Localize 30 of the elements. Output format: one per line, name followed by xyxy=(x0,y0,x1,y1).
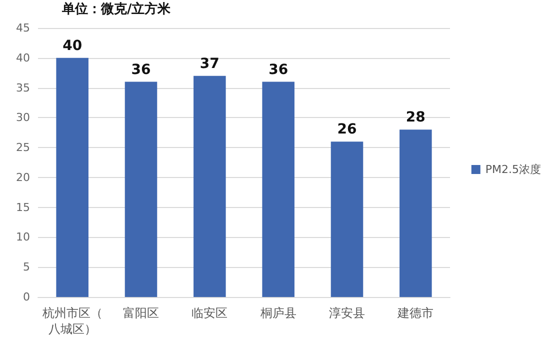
data-label: 40 xyxy=(62,38,82,54)
y-tick-label: 25 xyxy=(16,141,30,154)
data-label: 28 xyxy=(406,110,426,126)
x-tick-label: 建德市 xyxy=(396,306,434,320)
y-tick-label: 40 xyxy=(16,51,30,64)
bar xyxy=(330,142,364,297)
y-tick-label: 15 xyxy=(16,200,30,214)
text: 单位：微克/立方米 xyxy=(61,1,172,17)
bar xyxy=(194,76,226,297)
data-label: 36 xyxy=(131,62,151,78)
y-tick-label: 20 xyxy=(16,170,30,184)
y-tick-label: 10 xyxy=(16,230,30,244)
y-tick-label: 5 xyxy=(23,260,30,274)
y-tick-label: 30 xyxy=(16,111,30,124)
x-tick-label: 富阳区 xyxy=(123,306,159,320)
x-tick-label: 淳安县 xyxy=(329,306,365,320)
x-tick-label: 临安区 xyxy=(192,306,228,320)
bar xyxy=(56,58,88,297)
data-label: 26 xyxy=(337,122,357,138)
y-tick-label: 45 xyxy=(16,22,30,34)
bar xyxy=(262,82,294,297)
bar xyxy=(124,82,158,297)
x-tick-label: 桐庐县 xyxy=(259,306,296,320)
bar xyxy=(400,130,432,297)
data-label: 36 xyxy=(268,62,288,78)
legend-label: PM2.5浓度 xyxy=(485,163,542,176)
y-tick-label: 0 xyxy=(23,290,30,304)
x-tick-label: 杭州市区（八城区） xyxy=(41,306,102,336)
data-label: 37 xyxy=(200,56,220,72)
y-tick-label: 35 xyxy=(16,81,30,94)
